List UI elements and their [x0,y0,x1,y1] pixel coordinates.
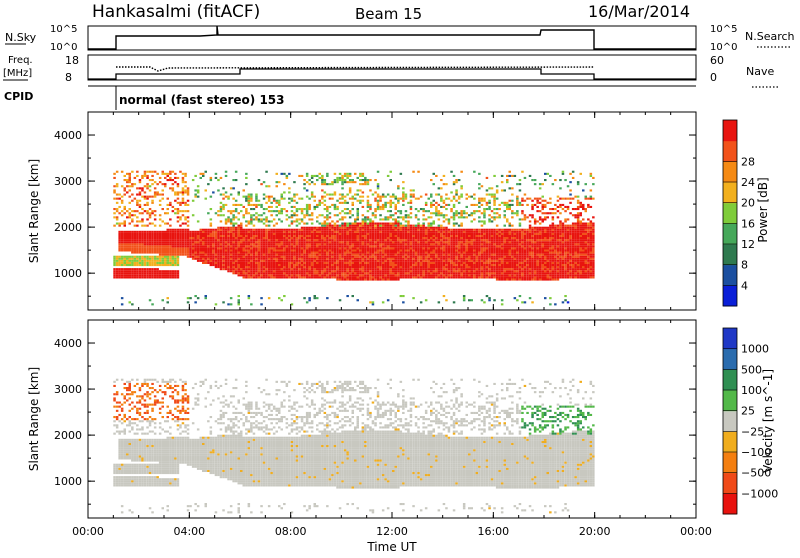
range-tick-label: 2000 [54,221,82,234]
colorbar-tick-label: 100 [741,384,762,397]
velocity-colorbar-label: Velocity [m s^-1] [761,369,775,473]
velocity-y-axis-label: Slant Range [km] [27,367,41,471]
colorbar-swatch [723,141,737,162]
time-tick-label: 04:00 [173,525,205,538]
cpid-mode: normal (fast stereo) 153 [119,93,285,107]
colorbar-swatch [723,265,737,286]
noise-panel-frame [88,26,696,50]
colorbar-swatch [723,182,737,203]
station-title: Hankasalmi (fitACF) [92,2,260,22]
colorbar-tick-label: 20 [741,197,755,210]
colorbar-tick-label: 4 [741,279,748,292]
colorbar-swatch [723,161,737,182]
freq-tick-bottom: 8 [65,71,72,84]
frequency-line [88,69,696,79]
time-tick-label: 12:00 [376,525,408,538]
noise-left-tick-bottom: 10^0 [50,42,77,53]
colorbar-tick-label: 16 [741,217,755,230]
time-axis-title: Time UT [366,540,417,554]
velocity-panel: 1000 2000 3000 4000 Slant Range [km] 1000 50… [27,320,778,518]
velocity-heatmap [113,379,594,514]
colorbar-swatch [723,411,737,432]
nave-label: Nave [746,65,774,78]
range-tick-label: 3000 [54,175,82,188]
power-panel: 1000 2000 3000 4000 Slant Range [km] 4 8 12 16… [27,112,770,310]
power-y-axis-label: Slant Range [km] [27,159,41,263]
noise-right-label: N.Search [745,30,795,43]
range-tick-label: 1000 [54,475,82,488]
range-tick-label: 3000 [54,383,82,396]
cpid-label: CPID [4,90,33,103]
noise-panel: N.Sky 10^5 10^0 10^5 10^0 N.Search [5,24,795,53]
colorbar-swatch [723,369,737,390]
colorbar-swatch [723,244,737,265]
freq-label-2: [MHz] [3,68,32,79]
colorbar-tick-label: 12 [741,238,755,251]
time-tick-label: 20:00 [579,525,611,538]
range-tick-label: 1000 [54,267,82,280]
colorbar-tick-label: 25 [741,405,755,418]
colorbar-tick-label: 24 [741,176,755,189]
colorbar-swatch [723,120,737,141]
colorbar-tick-label: 1000 [741,343,769,356]
colorbar-swatch [723,285,737,306]
colorbar-swatch [723,431,737,452]
time-tick-label: 16:00 [477,525,509,538]
time-tick-label: 00:00 [680,525,712,538]
noise-left-tick-top: 10^5 [50,24,77,35]
power-heatmap [113,171,594,306]
freq-tick-top: 18 [65,54,79,67]
power-colorbar: 4 8 12 16 20 24 28 [723,120,755,307]
beam-title: Beam 15 [355,5,422,23]
colorbar-tick-label: 500 [741,363,762,376]
colorbar-swatch [723,452,737,473]
range-tick-label: 4000 [54,129,82,142]
freq-label-1: Freq. [8,55,33,66]
range-tick-label: 4000 [54,337,82,350]
colorbar-tick-label: −1000 [741,487,778,500]
nave-tick-bottom: 0 [710,71,717,84]
colorbar-tick-label: 8 [741,259,748,272]
colorbar-swatch [723,203,737,224]
freq-panel: Freq. [MHz] 18 8 60 0 Nave [3,54,778,87]
colorbar-swatch [723,493,737,514]
noise-left-label: N.Sky [5,31,37,44]
time-tick-label: 00:00 [72,525,104,538]
range-tick-label: 2000 [54,429,82,442]
colorbar-swatch [723,223,737,244]
date-title: 16/Mar/2014 [588,2,690,21]
noise-right-tick-bottom: 10^0 [710,42,737,53]
noise-sky-line [88,26,696,49]
colorbar-swatch [723,390,737,411]
power-colorbar-label: Power [dB] [756,177,770,242]
colorbar-swatch [723,349,737,370]
nave-tick-top: 60 [710,54,724,67]
colorbar-tick-label: 28 [741,155,755,168]
noise-right-tick-top: 10^5 [710,24,737,35]
colorbar-swatch [723,473,737,494]
colorbar-swatch [723,328,737,349]
time-tick-label: 08:00 [275,525,307,538]
